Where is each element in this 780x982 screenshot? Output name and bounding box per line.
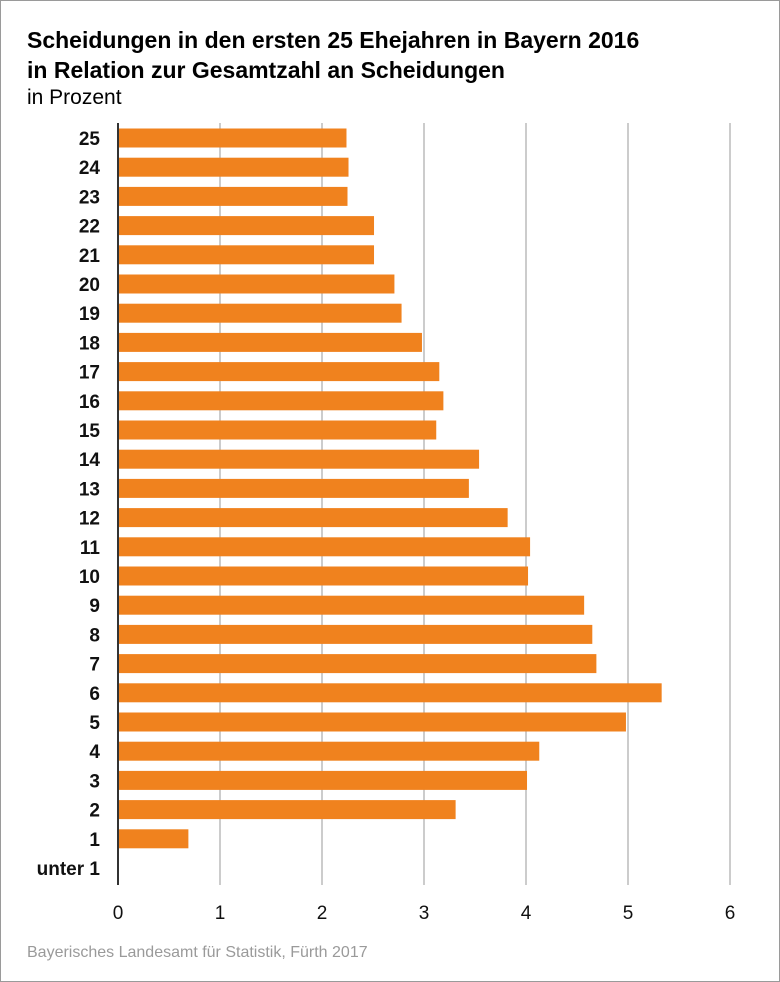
category-label-7: 7	[89, 655, 100, 676]
bar-9	[118, 595, 585, 615]
bar-21	[118, 245, 375, 265]
bar-8	[118, 624, 593, 644]
category-label-19: 19	[79, 304, 100, 325]
category-label-22: 22	[79, 217, 100, 238]
category-label-2: 2	[89, 801, 100, 822]
bar-19	[118, 303, 402, 323]
category-label-23: 23	[79, 187, 100, 208]
category-label-3: 3	[89, 771, 100, 792]
bar-1	[118, 829, 189, 849]
category-label-5: 5	[89, 713, 100, 734]
bar-2	[118, 800, 456, 820]
bar-15	[118, 420, 437, 440]
bar-11	[118, 537, 531, 557]
category-label-17: 17	[79, 363, 100, 384]
x-tick-0: 0	[113, 903, 124, 924]
bar-22	[118, 216, 375, 236]
bars	[118, 128, 662, 849]
category-label-unter-1: unter 1	[37, 859, 101, 880]
bar-24	[118, 157, 349, 177]
category-label-13: 13	[79, 479, 100, 500]
x-tick-1: 1	[215, 903, 226, 924]
category-label-4: 4	[89, 742, 100, 763]
category-label-11: 11	[80, 538, 101, 559]
chart-subtitle: in Prozent	[27, 86, 122, 109]
bar-18	[118, 332, 422, 352]
source-note: Bayerisches Landesamt für Statistik, Für…	[27, 944, 368, 961]
x-tick-4: 4	[521, 903, 532, 924]
category-label-18: 18	[79, 333, 100, 354]
category-label-15: 15	[79, 421, 101, 442]
gridlines	[219, 123, 731, 885]
category-label-20: 20	[79, 275, 100, 296]
category-label-10: 10	[79, 567, 100, 588]
x-tick-6: 6	[725, 903, 736, 924]
x-tick-5: 5	[623, 903, 634, 924]
bar-13	[118, 478, 469, 498]
chart-title-line-1: Scheidungen in den ersten 25 Ehejahren i…	[27, 27, 640, 53]
bar-6	[118, 683, 662, 703]
category-label-21: 21	[79, 246, 101, 267]
category-label-16: 16	[79, 392, 100, 413]
bar-4	[118, 741, 540, 761]
bar-chart: 2524232221201918171615141312111098765432…	[37, 123, 736, 924]
category-labels: 2524232221201918171615141312111098765432…	[37, 129, 101, 880]
x-tick-2: 2	[317, 903, 328, 924]
chart-title-line-2: in Relation zur Gesamtzahl an Scheidunge…	[27, 57, 505, 83]
bar-7	[118, 654, 597, 674]
bar-5	[118, 712, 626, 732]
category-label-6: 6	[89, 684, 100, 705]
category-label-14: 14	[79, 450, 101, 471]
bar-17	[118, 362, 440, 382]
bar-25	[118, 128, 347, 148]
category-label-24: 24	[79, 158, 101, 179]
bar-16	[118, 391, 444, 411]
category-label-9: 9	[89, 596, 100, 617]
bar-14	[118, 449, 480, 469]
bar-12	[118, 508, 508, 528]
category-label-8: 8	[89, 625, 100, 646]
category-label-12: 12	[79, 509, 100, 530]
bar-3	[118, 770, 528, 790]
bar-10	[118, 566, 529, 586]
category-label-1: 1	[89, 830, 100, 851]
x-tick-labels: 0 1 2 3 4 5 6	[113, 903, 736, 924]
x-tick-3: 3	[419, 903, 430, 924]
bar-23	[118, 186, 348, 206]
category-label-25: 25	[79, 129, 101, 150]
bar-20	[118, 274, 395, 294]
